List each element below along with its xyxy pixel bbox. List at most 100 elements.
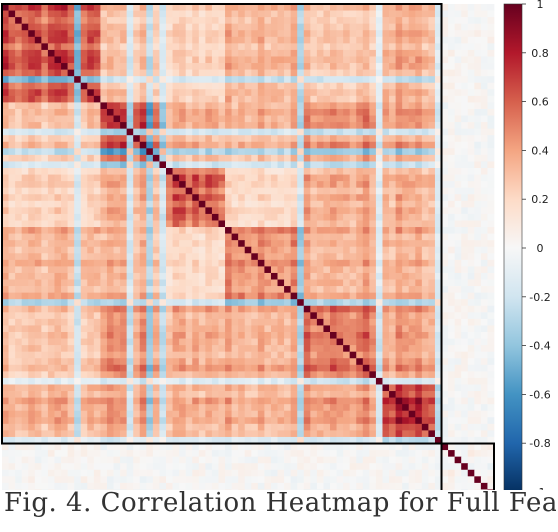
heatmap-cell — [15, 430, 23, 438]
heatmap-cell — [454, 266, 462, 274]
heatmap-cell — [61, 4, 68, 11]
heatmap-cell — [218, 36, 226, 44]
heatmap-cell — [54, 272, 62, 280]
heatmap-cell — [270, 168, 278, 175]
heatmap-cell — [244, 108, 252, 116]
heatmap-cell — [231, 266, 239, 274]
heatmap-cell — [205, 299, 213, 307]
heatmap-cell — [179, 194, 187, 202]
heatmap-cell — [369, 128, 377, 136]
heatmap-cell — [54, 430, 62, 438]
heatmap-cell — [277, 174, 285, 182]
heatmap-cell — [87, 299, 95, 307]
heatmap-cell — [8, 10, 16, 18]
heatmap-cell — [323, 207, 331, 215]
heatmap-cell — [244, 233, 252, 241]
heatmap-cell — [408, 82, 416, 90]
heatmap-cell — [480, 410, 488, 418]
heatmap-cell — [15, 213, 23, 221]
heatmap-cell — [106, 423, 114, 431]
heatmap-cell — [395, 187, 403, 195]
heatmap-cell — [67, 430, 75, 438]
heatmap-cell — [15, 43, 23, 51]
heatmap-cell — [257, 279, 265, 287]
heatmap-cell — [100, 384, 108, 392]
heatmap-cell — [270, 227, 278, 234]
heatmap-cell — [270, 259, 278, 267]
heatmap-cell — [395, 89, 403, 97]
heatmap-cell — [34, 345, 42, 353]
heatmap-cell — [428, 272, 436, 280]
heatmap-cell — [297, 397, 305, 405]
heatmap-cell — [113, 10, 121, 18]
heatmap-cell — [8, 240, 16, 248]
heatmap-cell — [139, 279, 147, 287]
heatmap-cell — [126, 364, 134, 372]
heatmap-cell — [106, 292, 114, 300]
heatmap-cell — [434, 227, 442, 234]
heatmap-cell — [421, 358, 429, 366]
heatmap-cell — [270, 299, 278, 307]
heatmap-cell — [47, 4, 55, 11]
heatmap-cell — [454, 325, 462, 333]
heatmap-cell — [343, 43, 351, 51]
heatmap-cell — [238, 213, 246, 221]
heatmap-cell — [467, 410, 475, 418]
heatmap-cell — [198, 10, 206, 18]
heatmap-cell — [349, 351, 357, 359]
heatmap-cell — [316, 17, 324, 25]
heatmap-cell — [126, 122, 134, 129]
heatmap-cell — [428, 404, 436, 412]
heatmap-cell — [362, 430, 370, 438]
heatmap-cell — [369, 141, 377, 149]
heatmap-cell — [467, 371, 475, 379]
heatmap-cell — [310, 187, 318, 195]
heatmap-cell — [93, 220, 101, 228]
heatmap-cell — [454, 338, 462, 346]
heatmap-cell — [369, 364, 377, 372]
heatmap-cell — [100, 345, 108, 353]
heatmap-cell — [218, 108, 226, 116]
heatmap-cell — [270, 220, 278, 228]
heatmap-cell — [225, 259, 232, 267]
heatmap-cell — [54, 161, 62, 169]
heatmap-cell — [389, 246, 396, 254]
heatmap-cell — [100, 174, 108, 182]
heatmap-cell — [100, 187, 108, 195]
heatmap-cell — [166, 436, 173, 444]
heatmap-cell — [139, 423, 147, 431]
heatmap-cell — [172, 423, 180, 431]
heatmap-cell — [67, 436, 75, 444]
heatmap-cell — [211, 207, 219, 215]
heatmap-cell — [480, 332, 488, 339]
heatmap-cell — [120, 82, 127, 90]
heatmap-cell — [139, 266, 147, 274]
heatmap-cell — [34, 246, 42, 254]
heatmap-cell — [474, 371, 482, 379]
heatmap-cell — [218, 30, 226, 38]
heatmap-cell — [238, 358, 246, 366]
heatmap-cell — [343, 338, 351, 346]
heatmap-cell — [356, 377, 364, 385]
heatmap-cell — [34, 292, 42, 300]
heatmap-cell — [87, 4, 95, 11]
heatmap-cell — [231, 430, 239, 438]
heatmap-cell — [264, 82, 272, 90]
heatmap-cell — [487, 148, 495, 156]
heatmap-cell — [47, 272, 55, 280]
heatmap-cell — [47, 82, 55, 90]
heatmap-cell — [74, 63, 82, 70]
heatmap-cell — [461, 200, 469, 208]
heatmap-cell — [244, 4, 252, 11]
heatmap-cell — [113, 272, 121, 280]
heatmap-cell — [152, 286, 160, 293]
heatmap-cell — [211, 423, 219, 431]
heatmap-cell — [185, 377, 193, 385]
heatmap-cell — [218, 49, 226, 57]
heatmap-cell — [330, 141, 337, 149]
heatmap-cell — [448, 423, 455, 431]
heatmap-cell — [238, 161, 246, 169]
heatmap-cell — [415, 207, 423, 215]
heatmap-cell — [343, 318, 351, 326]
heatmap-cell — [146, 364, 154, 372]
